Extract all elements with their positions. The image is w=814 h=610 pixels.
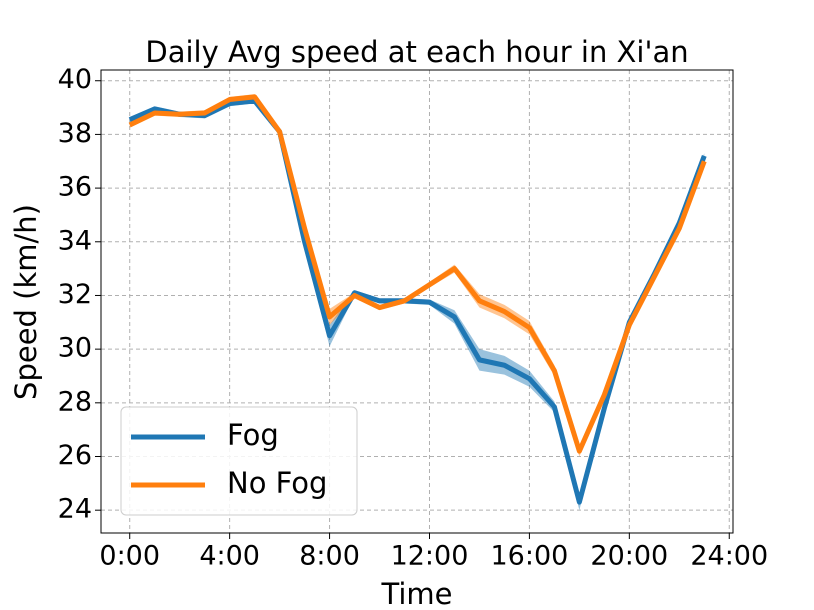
legend-label: Fog [227,418,279,452]
plot-frame [100,69,734,534]
x-tick-label: 12:00 [391,541,469,572]
legend-box [120,406,358,516]
y-axis-label: Speed (km/h) [9,204,43,400]
y-tick-label: 32 [58,279,92,310]
y-tick-label: 30 [58,333,92,364]
chart-title: Daily Avg speed at each hour in Xi'an [145,35,688,69]
y-tick-label: 34 [58,225,92,256]
legend-label: No Fog [227,466,327,500]
y-tick-label: 36 [58,172,92,203]
confidence-band [129,98,705,511]
data-line [128,94,707,454]
x-axis-label: Time [381,577,453,610]
confidence-band [129,94,705,457]
y-tick-label: 24 [58,494,92,525]
x-tick-label: 4:00 [199,541,260,572]
y-tick-label: 26 [58,440,92,471]
y-tick-label: 38 [58,118,92,149]
data-line [128,98,707,505]
x-tick-label: 20:00 [590,541,668,572]
x-tick-label: 8:00 [299,541,360,572]
y-tick-label: 40 [58,64,92,95]
x-tick-label: 16:00 [491,541,569,572]
x-tick-label: 0:00 [99,541,160,572]
y-tick-label: 28 [58,386,92,417]
x-tick-label: 24:00 [690,541,768,572]
